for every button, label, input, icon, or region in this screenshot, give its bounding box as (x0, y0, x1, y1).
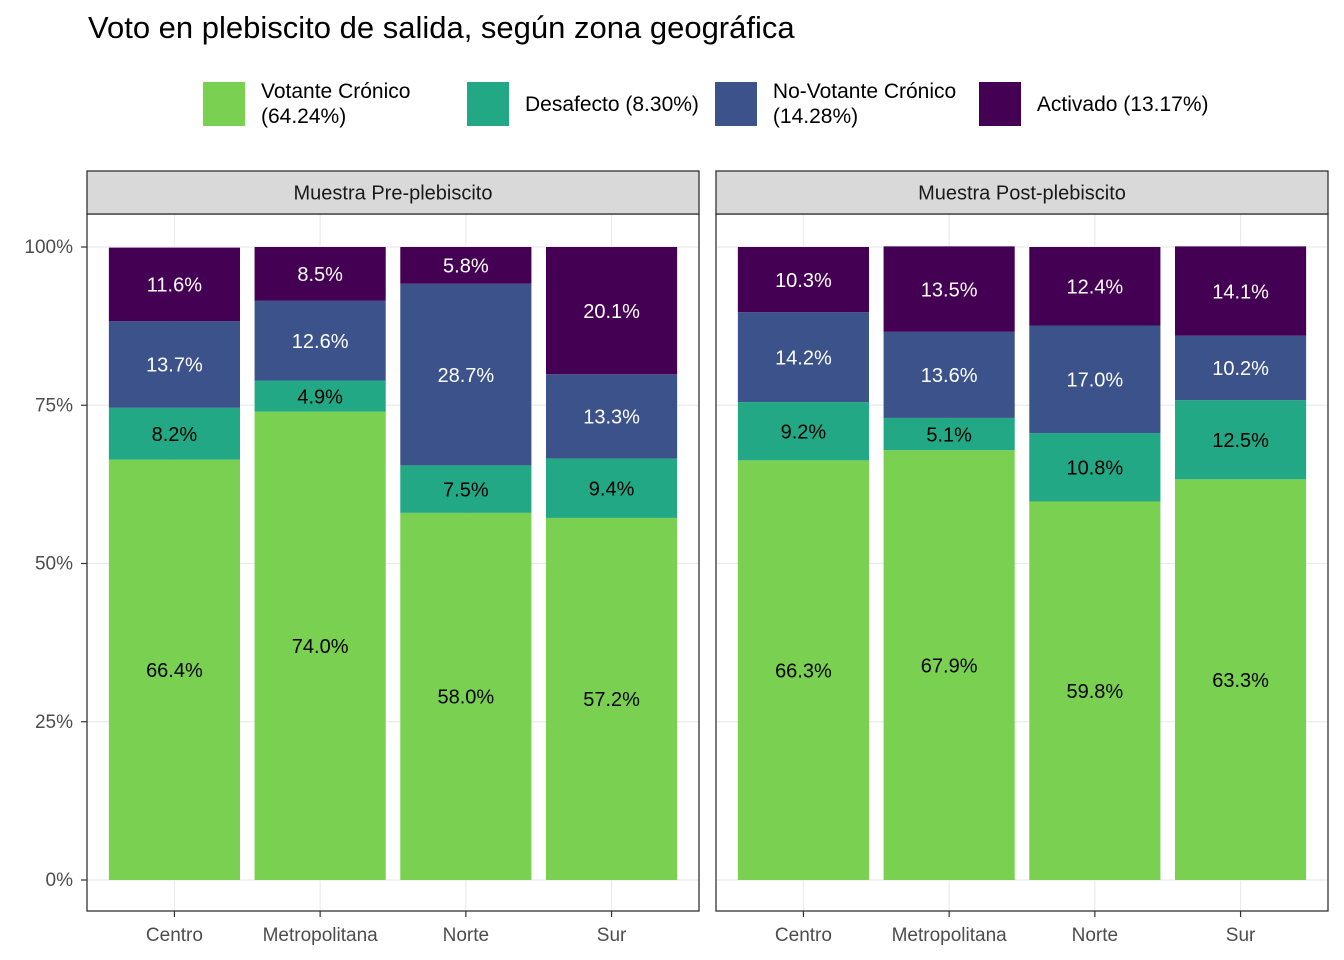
bar-segment (254, 247, 386, 301)
x-tick-label: Norte (1072, 925, 1118, 946)
chart-title: Voto en plebiscito de salida, según zona… (88, 10, 795, 45)
bar-segment (1029, 325, 1161, 434)
bar-segment (400, 247, 532, 284)
x-tick-label: Metropolitana (263, 925, 379, 946)
legend-item: Desafecto (8.30%) (467, 82, 699, 126)
bar-segment (254, 380, 386, 412)
bar-segment (1029, 247, 1161, 326)
data-label: 63.3% (1212, 670, 1269, 692)
bar-segment (108, 459, 240, 880)
data-label: 13.3% (583, 407, 640, 429)
data-label: 59.8% (1066, 681, 1123, 703)
legend-key (203, 82, 245, 126)
bar-segment (254, 300, 386, 381)
bar-segment (737, 247, 869, 313)
x-tick-label: Norte (443, 925, 489, 946)
data-label: 5.1% (926, 424, 972, 446)
legend: Votante Crónico (64.24%) Desafecto (8.30%… (203, 79, 1209, 129)
data-label: 17.0% (1066, 370, 1123, 392)
data-label: 5.8% (443, 256, 489, 278)
legend-key (978, 82, 1021, 126)
bar-segment (400, 512, 532, 880)
data-label: 74.0% (292, 636, 349, 658)
legend-label: Desafecto (8.30%) (525, 92, 699, 116)
facet-title: Muestra Pre-plebiscito (294, 182, 493, 204)
bar-segment (883, 417, 1015, 451)
y-tick-label: 0% (46, 870, 74, 891)
data-label: 12.6% (292, 331, 349, 353)
x-tick-label: Metropolitana (892, 925, 1008, 946)
data-label: 12.4% (1066, 277, 1123, 299)
bar-segment (883, 246, 1015, 332)
data-label: 66.3% (775, 660, 832, 682)
bar-segment (108, 321, 240, 408)
bar-segment (108, 247, 240, 322)
bar-segment (108, 407, 240, 460)
data-label: 13.7% (146, 355, 203, 377)
data-label: 58.0% (437, 687, 494, 709)
legend-label: Activado (13.17%) (1036, 92, 1209, 116)
legend-label: Votante Crónico (64.24%) (261, 80, 411, 128)
bar-segment (737, 402, 869, 461)
x-tick-label: Sur (597, 925, 627, 946)
legend-item: No-Votante Crónico (14.28%) (714, 79, 963, 129)
bar-segment (883, 331, 1015, 418)
data-label: 11.6% (147, 275, 202, 297)
data-label: 67.9% (921, 655, 978, 677)
bar-segment (1029, 433, 1161, 502)
bar-segment (1175, 335, 1307, 401)
legend-item: Activado (13.17%) (978, 82, 1209, 126)
data-label: 20.1% (583, 301, 640, 323)
x-tick-label: Sur (1226, 925, 1256, 946)
y-tick-label: 100% (24, 237, 73, 258)
x-tick-label: Centro (775, 925, 832, 946)
y-tick-label: 75% (35, 395, 73, 416)
bar-segment (254, 411, 386, 880)
data-label: 10.2% (1212, 358, 1269, 380)
bar-segment (1175, 479, 1307, 880)
data-label: 7.5% (443, 479, 489, 501)
legend-key (714, 82, 757, 126)
facet-strip (715, 170, 1329, 215)
data-label: 13.6% (921, 365, 978, 387)
bar-segment (400, 465, 532, 513)
y-tick-label: 25% (35, 712, 73, 733)
facet-strip (86, 170, 700, 215)
legend-item: Votante Crónico (64.24%) (203, 79, 451, 129)
data-label: 9.2% (781, 421, 827, 443)
bar-segment (546, 517, 678, 880)
bar-segment (737, 312, 869, 403)
facet-title: Muestra Post-plebiscito (918, 182, 1126, 204)
data-label: 8.2% (152, 424, 198, 446)
data-label: 12.5% (1212, 430, 1269, 452)
bar-segment (737, 460, 869, 880)
legend-key (467, 82, 509, 126)
data-label: 14.1% (1212, 281, 1269, 303)
bar-segment (400, 283, 532, 466)
legend-label: No-Votante Crónico (14.28%) (772, 80, 957, 128)
data-label: 10.8% (1066, 458, 1123, 480)
data-label: 4.9% (297, 386, 343, 408)
bar-segment (883, 450, 1015, 880)
y-tick-label: 50% (35, 554, 73, 575)
data-label: 10.3% (775, 270, 832, 292)
data-label: 14.2% (775, 347, 832, 369)
bar-segment (1175, 400, 1307, 480)
x-tick-label: Centro (146, 925, 203, 946)
bar-segment (546, 247, 678, 375)
bar-segment (1029, 501, 1161, 880)
data-label: 9.4% (589, 478, 635, 500)
data-label: 13.5% (921, 279, 978, 301)
data-label: 57.2% (583, 689, 640, 711)
data-label: 8.5% (297, 264, 343, 286)
data-label: 28.7% (437, 365, 494, 387)
data-label: 66.4% (146, 660, 203, 682)
bar-segment (546, 374, 678, 459)
bar-segment (1175, 246, 1307, 336)
bar-segment (546, 458, 678, 518)
